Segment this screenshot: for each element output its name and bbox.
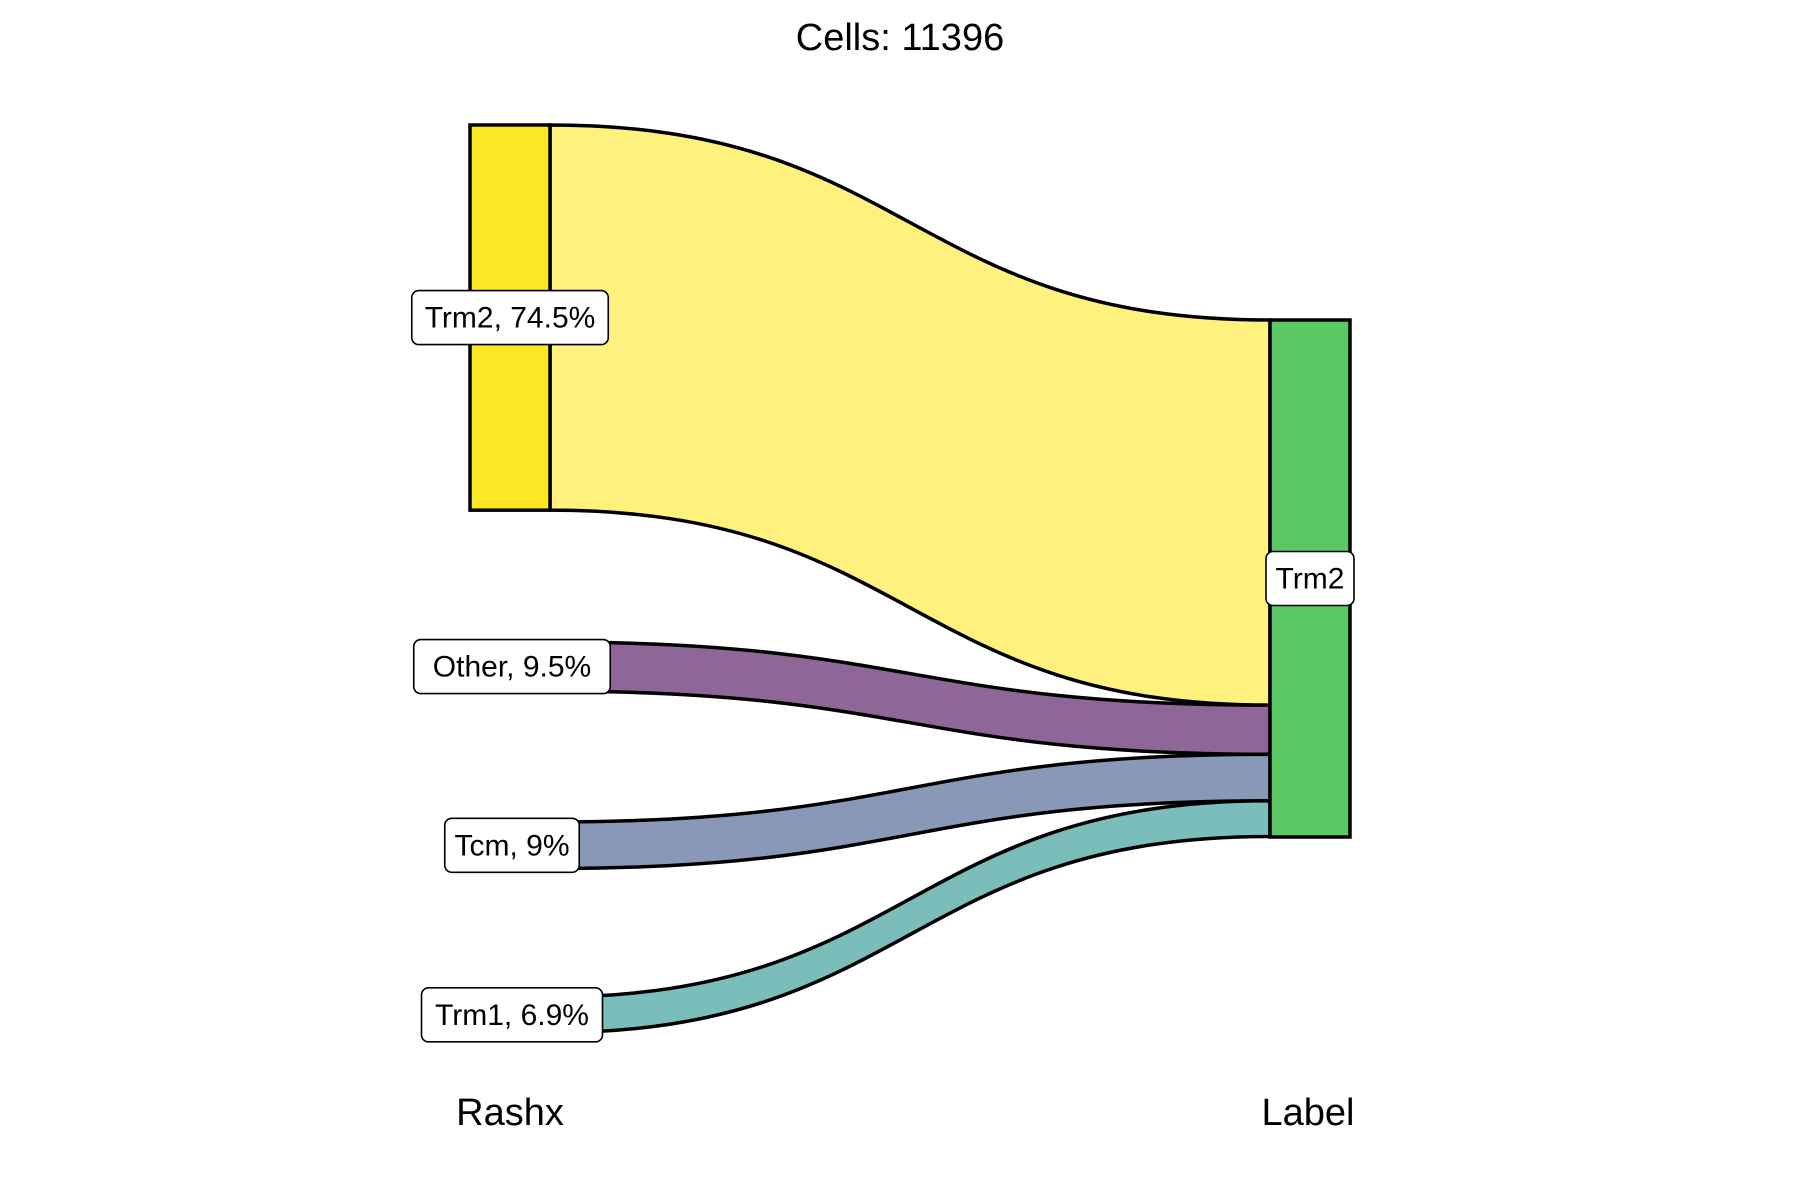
flows-layer bbox=[548, 123, 1272, 1035]
source-label-trm2-box bbox=[410, 289, 610, 346]
source-label-other-text: Other, 9.5% bbox=[433, 651, 591, 684]
source-label-trm1-text: Trm1, 6.9% bbox=[435, 999, 589, 1032]
target-label-trm2: Trm2 bbox=[1265, 550, 1355, 607]
source-label-other: Other, 9.5% bbox=[412, 638, 612, 695]
source-label-other-box bbox=[412, 638, 612, 695]
target-label-trm2-text: Trm2 bbox=[1276, 563, 1345, 596]
source-label-trm1-box bbox=[420, 987, 604, 1043]
source-label-tcm: Tcm, 9% bbox=[443, 817, 581, 874]
labels-layer: Trm2, 74.5% Other, 9.5% Tcm, 9% Trm1, 6.9% T… bbox=[410, 289, 1355, 1043]
axis-label-label: Label bbox=[1262, 1092, 1355, 1134]
flow-trm2-to-trm2 bbox=[548, 123, 1272, 707]
source-label-trm1: Trm1, 6.9% bbox=[420, 987, 604, 1043]
source-label-trm2-text: Trm2, 74.5% bbox=[425, 302, 596, 335]
axis-label-rashx: Rashx bbox=[456, 1092, 564, 1134]
chart-title: Cells: 11396 bbox=[796, 17, 1004, 59]
source-label-tcm-box bbox=[443, 817, 581, 874]
target-label-trm2-box bbox=[1265, 550, 1355, 607]
source-label-trm2: Trm2, 74.5% bbox=[410, 289, 610, 346]
source-label-tcm-text: Tcm, 9% bbox=[454, 829, 569, 862]
